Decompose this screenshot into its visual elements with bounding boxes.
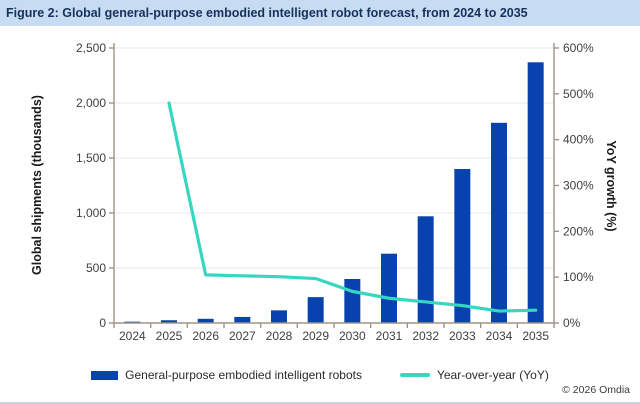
copyright-note: © 2026 Omdia (562, 384, 630, 396)
chart-legend: General-purpose embodied intelligent rob… (0, 364, 640, 386)
legend-label-line: Year-over-year (YoY) (436, 368, 549, 382)
bottom-border-line (0, 402, 640, 404)
svg-text:0: 0 (99, 316, 106, 330)
svg-text:300%: 300% (563, 179, 594, 193)
svg-text:2028: 2028 (266, 329, 293, 343)
svg-text:1,000: 1,000 (76, 206, 106, 220)
chart-plot-area: 0 500 1,000 1,500 2,000 2,500 0% 100% 200% 300% 40… (76, 41, 594, 343)
svg-text:2032: 2032 (412, 329, 439, 343)
svg-text:2,000: 2,000 (76, 96, 106, 110)
svg-text:2033: 2033 (449, 329, 476, 343)
svg-text:500%: 500% (563, 87, 594, 101)
svg-text:2,500: 2,500 (76, 41, 106, 55)
svg-text:2035: 2035 (522, 329, 549, 343)
svg-text:2030: 2030 (339, 329, 366, 343)
line-series-swatch-icon (399, 373, 430, 377)
svg-text:2025: 2025 (156, 329, 183, 343)
legend-item-line: Year-over-year (YoY) (399, 368, 549, 382)
svg-text:0%: 0% (563, 316, 581, 330)
bar-series-swatch-icon (91, 370, 119, 380)
svg-text:200%: 200% (563, 224, 594, 238)
svg-text:500: 500 (86, 261, 106, 275)
svg-text:2026: 2026 (192, 329, 219, 343)
svg-text:100%: 100% (563, 270, 594, 284)
legend-label-bars: General-purpose embodied intelligent rob… (125, 368, 362, 382)
svg-text:2031: 2031 (376, 329, 403, 343)
svg-text:600%: 600% (563, 41, 594, 55)
svg-text:2024: 2024 (119, 329, 146, 343)
figure-title: Figure 2: Global general-purpose embodie… (0, 0, 640, 26)
svg-text:400%: 400% (563, 133, 594, 147)
svg-text:1,500: 1,500 (76, 151, 106, 165)
svg-text:2034: 2034 (486, 329, 513, 343)
svg-text:2029: 2029 (302, 329, 329, 343)
svg-text:2027: 2027 (229, 329, 256, 343)
legend-item-bars: General-purpose embodied intelligent rob… (91, 368, 362, 382)
